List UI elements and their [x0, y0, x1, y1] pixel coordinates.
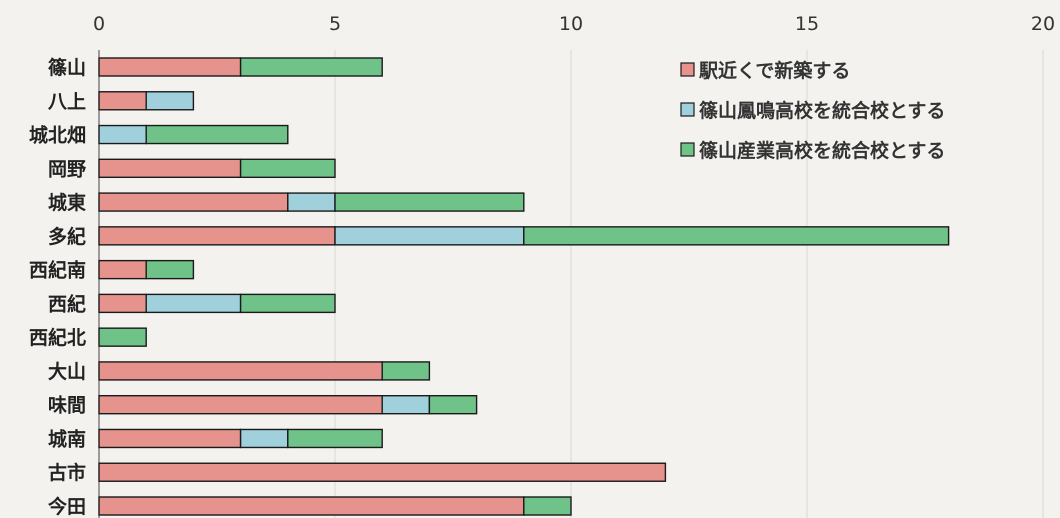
- bar-segment-series-3: [523, 226, 950, 246]
- legend-swatch-series-1: [680, 62, 695, 77]
- bar-segment-series-1: [98, 361, 383, 381]
- bar-segment-series-2: [145, 91, 195, 111]
- x-tick-labels: 0 5 10 15 20: [93, 13, 1055, 35]
- category-label: 西紀南: [29, 259, 86, 282]
- bar-segment-series-3: [239, 158, 336, 179]
- category-label: 八上: [48, 91, 86, 113]
- bar-segment-series-1: [98, 395, 383, 415]
- bars: [98, 57, 950, 516]
- category-label: 城南: [48, 427, 86, 450]
- bar-segment-series-1: [98, 462, 667, 482]
- bar-segment-series-3: [145, 124, 289, 145]
- bar-segment-series-3: [239, 57, 383, 77]
- category-label: 大山: [48, 360, 86, 383]
- category-label: 篠山: [48, 56, 86, 79]
- category-label: 城北畑: [29, 124, 86, 147]
- legend-label-series-1: 駅近くで新築する: [698, 59, 850, 82]
- category-label: 西紀北: [29, 326, 86, 349]
- bar-segment-series-1: [98, 496, 525, 516]
- category-label: 岡野: [48, 158, 86, 180]
- category-label: 味間: [48, 395, 86, 417]
- bar-segment-series-3: [145, 259, 195, 280]
- bar-segment-series-3: [334, 192, 525, 212]
- bar-segment-series-3: [98, 327, 147, 347]
- bar-segment-series-2: [98, 124, 147, 145]
- bar-segment-series-2: [239, 428, 289, 449]
- category-label: 古市: [48, 461, 86, 484]
- bar-segment-series-3: [381, 361, 431, 381]
- category-label: 今田: [47, 495, 86, 518]
- category-label: 西紀: [48, 292, 86, 315]
- bar-segment-series-3: [523, 496, 572, 516]
- bar-segment-series-2: [334, 226, 525, 246]
- legend-swatch-series-3: [680, 142, 695, 157]
- bar-segment-series-1: [98, 226, 336, 246]
- x-tick-label: 0: [93, 13, 105, 35]
- legend-label-series-3: 篠山産業高校を統合校とする: [699, 139, 945, 162]
- x-tick-label: 15: [795, 13, 819, 35]
- bar-segment-series-3: [239, 293, 336, 314]
- bar-segment-series-1: [98, 57, 242, 77]
- x-tick-label: 10: [559, 13, 583, 35]
- bar-segment-series-1: [98, 259, 147, 280]
- bar-segment-series-2: [381, 395, 431, 415]
- bar-segment-series-2: [287, 192, 336, 212]
- bar-segment-series-1: [98, 192, 289, 212]
- x-tick-label: 20: [1031, 13, 1055, 35]
- bar-segment-series-3: [428, 395, 478, 415]
- legend-label-series-2: 篠山鳳鳴高校を統合校とする: [699, 99, 945, 122]
- bar-segment-series-3: [287, 428, 383, 449]
- bar-segment-series-2: [145, 293, 242, 314]
- bar-segment-series-1: [98, 293, 147, 314]
- bar-segment-series-1: [98, 428, 242, 449]
- x-tick-label: 5: [329, 13, 341, 35]
- bar-segment-series-1: [98, 91, 147, 111]
- legend-swatch-series-2: [680, 102, 695, 117]
- bar-segment-series-1: [98, 158, 242, 179]
- category-label: 城東: [48, 191, 86, 214]
- category-label: 多紀: [48, 225, 86, 248]
